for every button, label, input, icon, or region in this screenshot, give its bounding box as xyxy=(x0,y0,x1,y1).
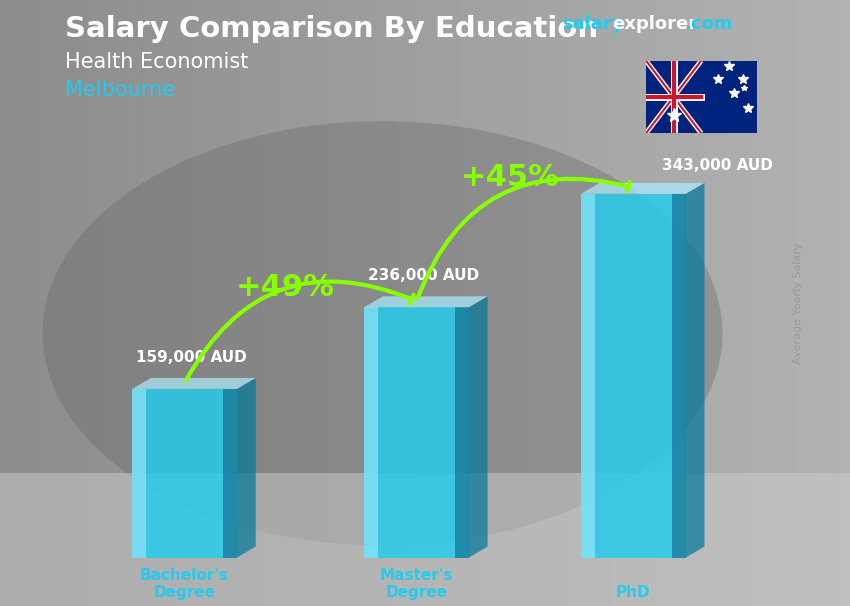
Bar xyxy=(133,389,146,558)
Bar xyxy=(224,389,237,558)
Polygon shape xyxy=(237,378,256,558)
Bar xyxy=(672,194,686,558)
Text: Bachelor's
Degree: Bachelor's Degree xyxy=(140,568,230,600)
Text: explorer: explorer xyxy=(613,15,698,33)
Bar xyxy=(133,389,237,558)
Polygon shape xyxy=(133,378,256,389)
Polygon shape xyxy=(686,183,705,558)
Bar xyxy=(364,307,469,558)
Text: 343,000 AUD: 343,000 AUD xyxy=(662,158,773,173)
Text: Master's
Degree: Master's Degree xyxy=(380,568,453,600)
Polygon shape xyxy=(581,183,705,194)
Text: Average Yearly Salary: Average Yearly Salary xyxy=(793,242,803,364)
Ellipse shape xyxy=(42,121,722,545)
Text: PhD: PhD xyxy=(616,585,651,600)
Polygon shape xyxy=(364,296,488,307)
Text: +49%: +49% xyxy=(236,273,335,302)
Bar xyxy=(364,307,377,558)
Text: 159,000 AUD: 159,000 AUD xyxy=(136,350,246,365)
Bar xyxy=(456,307,469,558)
Polygon shape xyxy=(469,296,488,558)
Text: Melbourne: Melbourne xyxy=(65,80,175,100)
Bar xyxy=(581,194,686,558)
Text: salary: salary xyxy=(563,15,624,33)
Text: Salary Comparison By Education: Salary Comparison By Education xyxy=(65,15,598,43)
Text: .com: .com xyxy=(684,15,733,33)
Bar xyxy=(581,194,595,558)
Text: +45%: +45% xyxy=(461,163,559,192)
Text: Health Economist: Health Economist xyxy=(65,52,248,72)
Text: 236,000 AUD: 236,000 AUD xyxy=(368,268,479,283)
Bar xyxy=(0,473,850,606)
